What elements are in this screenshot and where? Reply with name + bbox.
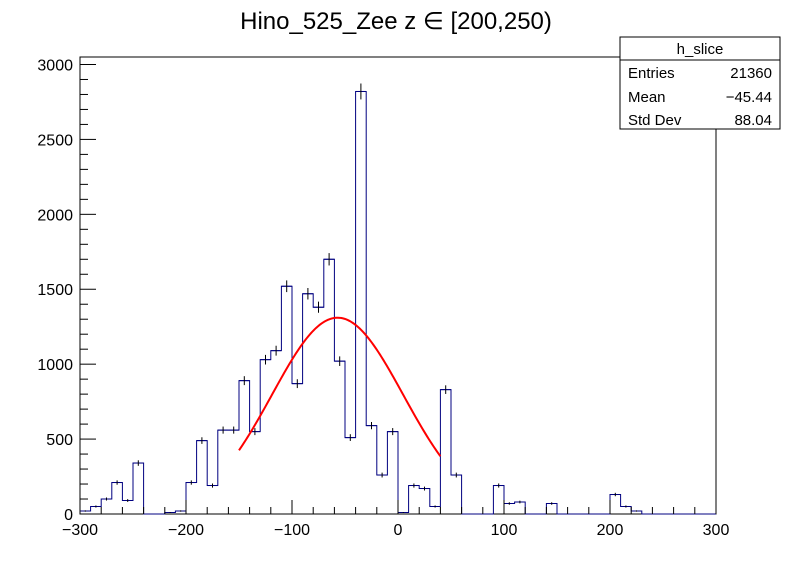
y-tick-label: 500 xyxy=(46,432,73,449)
y-tick-label: 2000 xyxy=(37,207,73,224)
y-tick-label: 3000 xyxy=(37,57,73,74)
y-tick-label: 1000 xyxy=(37,357,73,374)
x-tick-label: 300 xyxy=(703,522,730,539)
plot-area: −300 −200 −100 0 100 200 300050010001500200025… xyxy=(37,56,730,539)
x-tick-label: −300 xyxy=(62,522,98,539)
fit-curve xyxy=(238,316,442,457)
y-tick-label: 0 xyxy=(64,507,73,524)
histogram-outline xyxy=(79,90,716,515)
stats-mean-value: −45.44 xyxy=(726,89,772,106)
stats-stddev-label: Std Dev xyxy=(628,112,682,129)
stats-mean-label: Mean xyxy=(628,89,666,106)
x-tick-label: 0 xyxy=(394,522,403,539)
stats-box: h_slice Entries 21360 Mean −45.44 Std De… xyxy=(619,36,781,130)
stats-stddev-value: 88.04 xyxy=(734,112,772,129)
stats-box-frame xyxy=(619,36,781,130)
stats-box-title: h_slice xyxy=(677,41,724,58)
y-tick-label: 1500 xyxy=(37,282,73,299)
x-tick-label: 100 xyxy=(491,522,518,539)
x-tick-label: 200 xyxy=(597,522,624,539)
x-tick-label: −100 xyxy=(274,522,310,539)
y-tick-label: 2500 xyxy=(37,132,73,149)
stats-entries-label: Entries xyxy=(628,65,675,82)
x-tick-label: −200 xyxy=(168,522,204,539)
stats-entries-value: 21360 xyxy=(730,65,772,82)
chart-title: Hino_525_Zee z ∈ [200,250) xyxy=(240,8,552,35)
